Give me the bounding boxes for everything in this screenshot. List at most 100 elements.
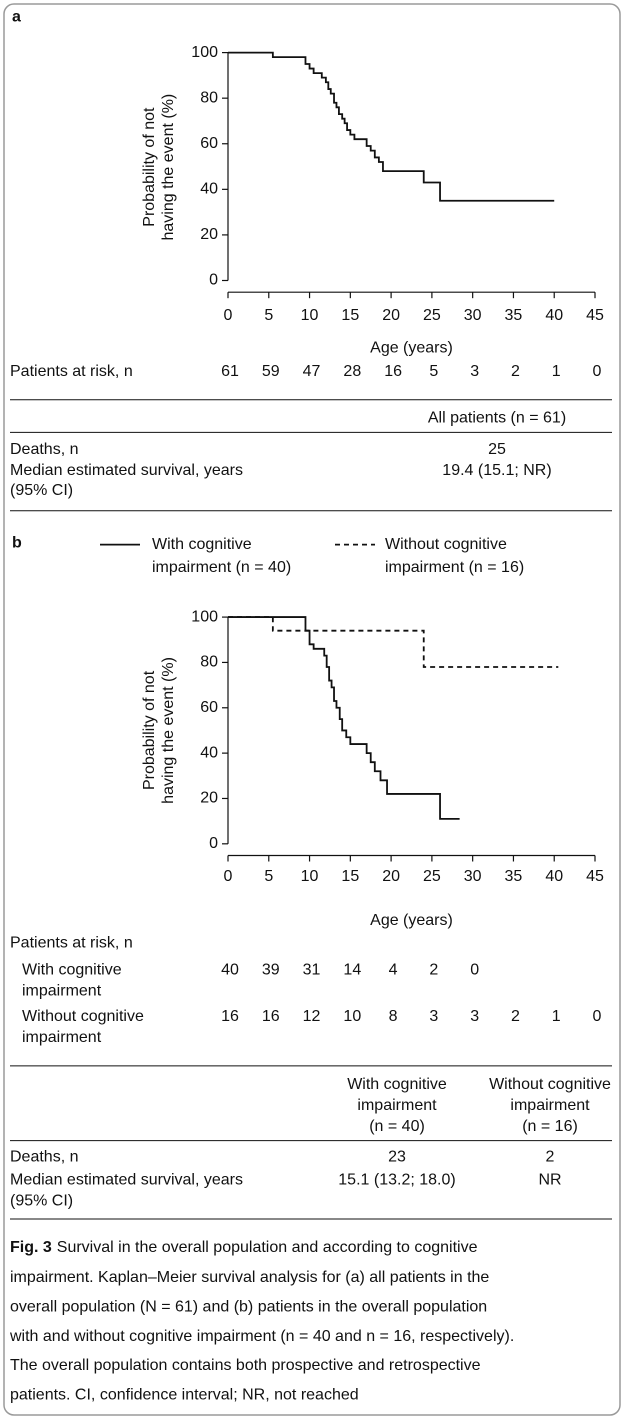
y-axis-label: Probability of not — [141, 670, 158, 790]
y-tick-label: 40 — [200, 181, 218, 198]
y-tick-label: 20 — [200, 226, 218, 243]
x-tick-label: 25 — [423, 307, 441, 324]
table-cell: 25 — [488, 441, 506, 458]
caption-line: Fig. 3 Survival in the overall population… — [10, 1239, 478, 1256]
table-header: Without cognitive — [489, 1076, 611, 1093]
caption-line: with and without cognitive impairment (n… — [9, 1328, 514, 1345]
x-tick-label: 0 — [224, 868, 233, 885]
at-risk-count: 2 — [511, 1008, 520, 1025]
legend-label: impairment (n = 16) — [385, 559, 524, 576]
y-tick-label: 100 — [191, 608, 218, 625]
x-tick-label: 45 — [586, 868, 604, 885]
table-row-label: Deaths, n — [10, 1148, 78, 1165]
at-risk-row-label: With cognitive — [22, 961, 122, 978]
x-tick-label: 40 — [545, 868, 563, 885]
x-tick-label: 25 — [423, 868, 441, 885]
figure-frame — [3, 3, 621, 1416]
at-risk-count: 10 — [343, 1008, 361, 1025]
at-risk-count: 0 — [593, 1008, 602, 1025]
at-risk-count: 3 — [470, 363, 479, 380]
caption-line: overall population (N = 61) and (b) pati… — [10, 1298, 487, 1315]
x-axis-label: Age (years) — [370, 339, 453, 356]
y-axis-label: having the event (%) — [160, 657, 177, 804]
x-tick-label: 20 — [382, 307, 400, 324]
panel-letter: a — [12, 9, 21, 26]
at-risk-row-label: impairment — [22, 982, 102, 999]
at-risk-count: 2 — [511, 363, 520, 380]
at-risk-count: 12 — [303, 1008, 321, 1025]
caption-line: The overall population contains both pro… — [10, 1357, 481, 1374]
table-row-label: (95% CI) — [10, 1193, 73, 1210]
survival-curve — [228, 51, 555, 202]
x-tick-label: 30 — [464, 868, 482, 885]
table-cell: 15.1 (13.2; 18.0) — [338, 1172, 455, 1189]
table-row-label: (95% CI) — [10, 482, 73, 499]
caption-text: Survival in the overall population and a… — [57, 1239, 478, 1256]
table-row-label: Deaths, n — [10, 441, 78, 458]
at-risk-count: 3 — [470, 1008, 479, 1025]
at-risk-count: 5 — [429, 363, 438, 380]
at-risk-label: Patients at risk, n — [10, 934, 133, 951]
table-row-label: Median estimated survival, years — [10, 462, 243, 479]
at-risk-count: 14 — [343, 961, 361, 978]
y-tick-label: 60 — [200, 135, 218, 152]
table-cell: 19.4 (15.1; NR) — [442, 462, 551, 479]
y-tick-label: 0 — [209, 272, 218, 289]
table-cell: 23 — [388, 1148, 406, 1165]
legend-label: With cognitive — [152, 536, 252, 553]
caption-line: patients. CI, confidence interval; NR, n… — [10, 1387, 359, 1404]
x-tick-label: 30 — [464, 307, 482, 324]
at-risk-count: 3 — [429, 1008, 438, 1025]
table-header: With cognitive — [347, 1076, 447, 1093]
x-tick-label: 5 — [264, 307, 273, 324]
at-risk-count: 61 — [221, 363, 239, 380]
panel-letter: b — [12, 535, 22, 552]
legend-label: impairment (n = 40) — [152, 559, 291, 576]
y-tick-label: 40 — [200, 744, 218, 761]
y-tick-label: 0 — [209, 835, 218, 852]
at-risk-count: 59 — [262, 363, 280, 380]
caption-label: Fig. 3 — [10, 1239, 52, 1256]
at-risk-count: 40 — [221, 961, 239, 978]
at-risk-row-label: Without cognitive — [22, 1008, 144, 1025]
survival-curve — [228, 616, 559, 668]
y-axis-label: Probability of not — [141, 107, 158, 227]
at-risk-count: 16 — [262, 1008, 280, 1025]
at-risk-count: 28 — [343, 363, 361, 380]
table-row-label: Median estimated survival, years — [10, 1172, 243, 1189]
table-header: (n = 16) — [522, 1118, 578, 1135]
at-risk-label: Patients at risk, n — [10, 363, 133, 380]
x-axis-label: Age (years) — [370, 912, 453, 929]
at-risk-count: 1 — [552, 363, 561, 380]
table-cell: NR — [538, 1172, 561, 1189]
at-risk-count: 39 — [262, 961, 280, 978]
at-risk-count: 1 — [552, 1008, 561, 1025]
table-header: impairment — [357, 1097, 437, 1114]
x-tick-label: 15 — [341, 868, 359, 885]
x-tick-label: 15 — [341, 307, 359, 324]
at-risk-count: 16 — [384, 363, 402, 380]
y-axis-label: having the event (%) — [160, 94, 177, 241]
at-risk-count: 0 — [593, 363, 602, 380]
table-header: impairment — [510, 1097, 590, 1114]
x-tick-label: 35 — [505, 307, 523, 324]
table-header: (n = 40) — [369, 1118, 425, 1135]
y-tick-label: 20 — [200, 790, 218, 807]
x-tick-label: 45 — [586, 307, 604, 324]
x-tick-label: 20 — [382, 868, 400, 885]
x-tick-label: 10 — [301, 868, 319, 885]
at-risk-count: 8 — [389, 1008, 398, 1025]
y-tick-label: 80 — [200, 89, 218, 106]
at-risk-count: 0 — [470, 961, 479, 978]
x-tick-label: 5 — [264, 868, 273, 885]
table-header: All patients (n = 61) — [428, 410, 566, 427]
y-tick-label: 80 — [200, 654, 218, 671]
at-risk-count: 4 — [389, 961, 398, 978]
at-risk-count: 16 — [221, 1008, 239, 1025]
at-risk-count: 47 — [303, 363, 321, 380]
at-risk-count: 2 — [429, 961, 438, 978]
table-cell: 2 — [546, 1148, 555, 1165]
y-tick-label: 100 — [191, 44, 218, 61]
x-tick-label: 0 — [224, 307, 233, 324]
